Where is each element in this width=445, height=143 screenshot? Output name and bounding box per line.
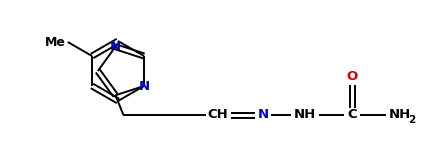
Text: CH: CH	[208, 109, 228, 122]
Text: N: N	[138, 80, 150, 93]
Text: C: C	[347, 109, 357, 122]
Text: 2: 2	[409, 115, 416, 125]
Text: O: O	[346, 70, 358, 84]
Text: N: N	[258, 109, 269, 122]
Text: NH: NH	[294, 109, 316, 122]
Text: N: N	[110, 40, 121, 53]
Text: NH: NH	[389, 108, 411, 121]
Text: Me: Me	[45, 35, 66, 48]
